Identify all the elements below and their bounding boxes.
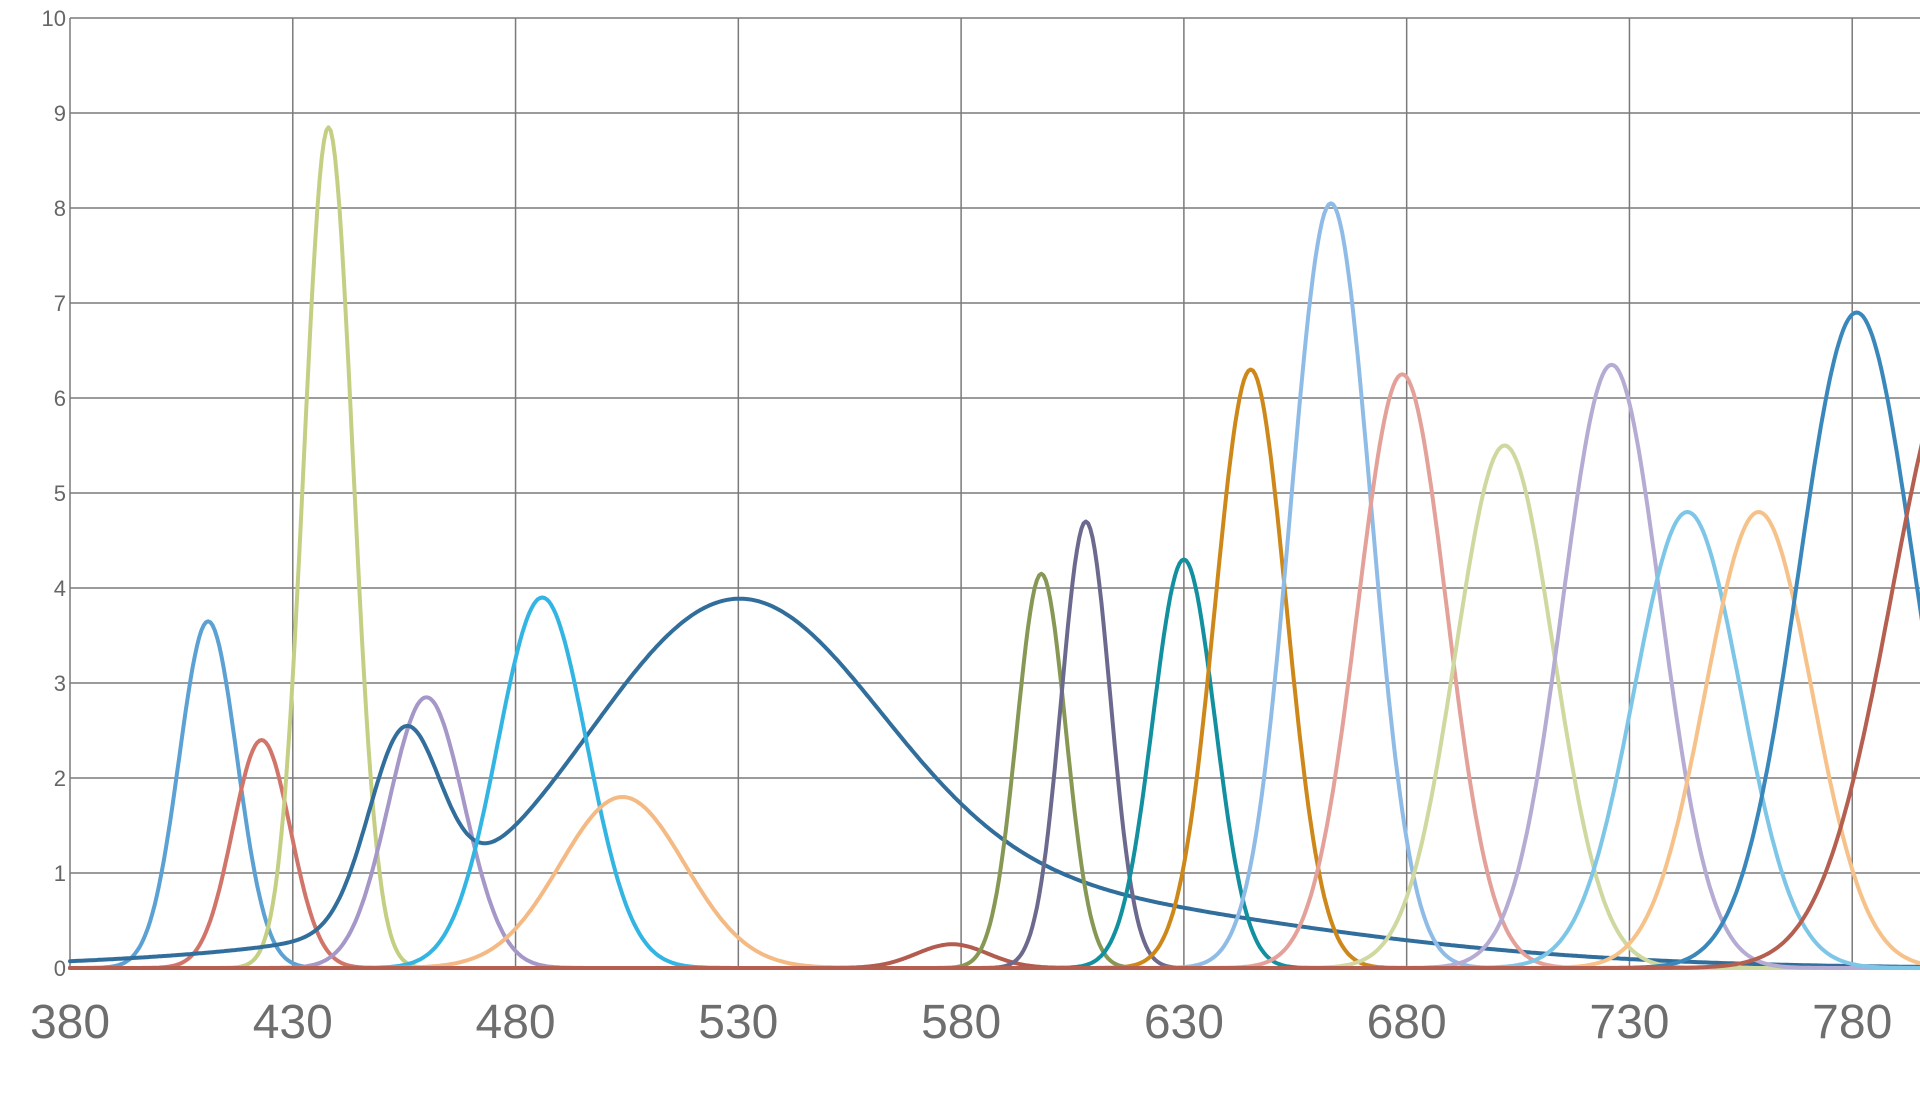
x-tick-label: 530: [698, 996, 778, 1049]
y-tick-label: 5: [54, 481, 66, 506]
x-tick-label: 380: [30, 996, 110, 1049]
y-tick-label: 3: [54, 671, 66, 696]
spectrum-series-3: [68, 125, 1920, 970]
y-tick-label: 2: [54, 766, 66, 791]
y-tick-label: 0: [54, 956, 66, 981]
spectrum-series-1: [68, 619, 1920, 970]
y-tick-label: 9: [54, 101, 66, 126]
y-tick-label: 6: [54, 386, 66, 411]
x-tick-label: 580: [921, 996, 1001, 1049]
spectrum-series-20: [68, 443, 1920, 970]
y-tick-label: 8: [54, 196, 66, 221]
y-tick-label: 7: [54, 291, 66, 316]
x-tick-label: 680: [1367, 996, 1447, 1049]
x-tick-label: 780: [1812, 996, 1892, 1049]
x-tick-label: 480: [476, 996, 556, 1049]
x-tick-label: 730: [1589, 996, 1669, 1049]
y-axis-tick-labels: 0 1 2 3 4 5 6 7 8 9 10: [42, 6, 66, 981]
y-tick-label: 4: [54, 576, 66, 601]
spectral-curves: [68, 125, 1920, 970]
grid-lines: [69, 17, 1920, 969]
spectrum-series-15: [68, 443, 1920, 970]
x-tick-label: 630: [1144, 996, 1224, 1049]
x-axis-tick-labels: 380430480530580630680730780830: [30, 996, 1892, 1049]
y-tick-label: 1: [54, 861, 66, 886]
y-tick-label: 10: [42, 6, 66, 31]
spectrum-series-9: [68, 571, 1920, 970]
x-tick-label: 430: [253, 996, 333, 1049]
